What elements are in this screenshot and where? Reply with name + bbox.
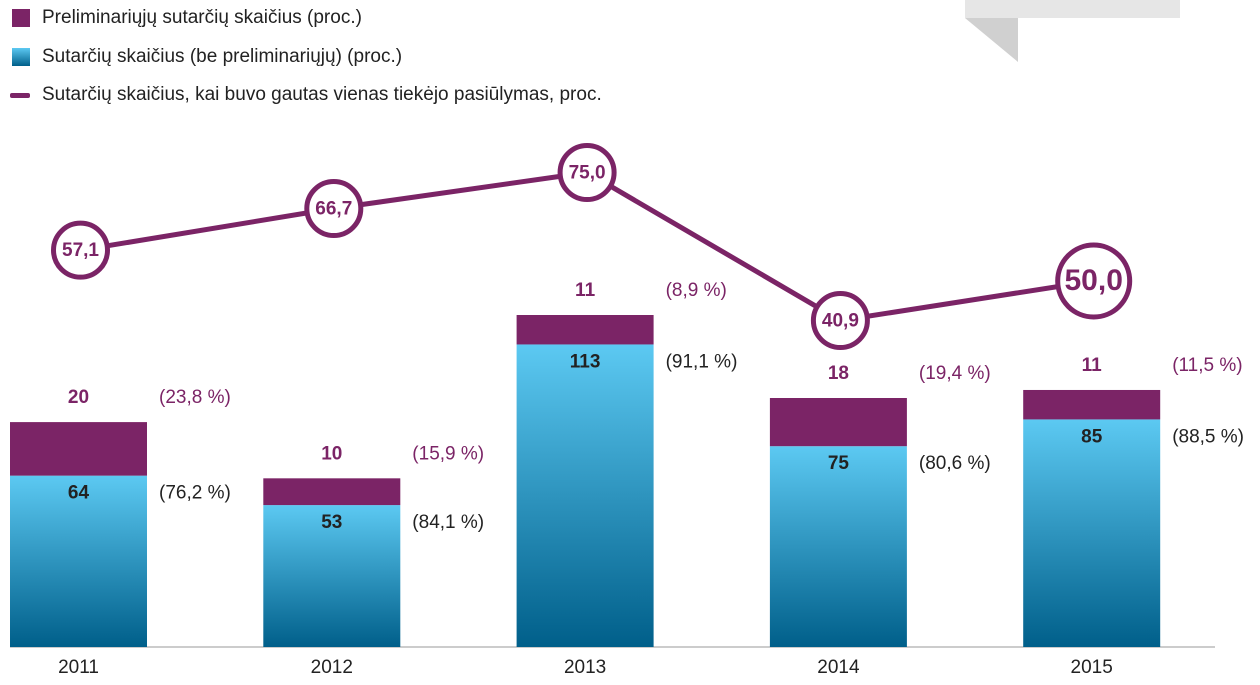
data-label: 18: [828, 363, 849, 384]
data-label: 11: [575, 280, 596, 301]
bar: [1023, 389, 1161, 420]
share-label: (84,1 %): [412, 512, 484, 533]
line-marker: [810, 290, 870, 350]
x-tick-label: 2011: [58, 657, 99, 678]
legend-swatch: [12, 48, 30, 66]
x-tick-label: 2014: [817, 657, 860, 678]
x-tick-label: 2015: [1071, 657, 1113, 678]
bar: [263, 505, 401, 647]
share-label: (8,9 %): [666, 280, 727, 301]
share-label: (76,2 %): [159, 483, 231, 504]
data-label: 10: [321, 443, 342, 464]
data-label: 75: [828, 453, 850, 474]
data-label: 113: [570, 351, 601, 372]
line-label: 40,9: [822, 311, 859, 332]
x-tick-label: 2012: [311, 657, 353, 678]
share-label: (19,4 %): [919, 363, 991, 384]
share-label: (91,1 %): [666, 351, 738, 372]
bar: [516, 344, 654, 647]
share-label: (80,6 %): [919, 453, 991, 474]
line-marker: [51, 220, 110, 280]
data-label: 53: [321, 512, 342, 533]
legend-label: Sutarčių skaičius, kai buvo gautas viena…: [42, 84, 602, 105]
line-label: 57,1: [62, 240, 99, 261]
line-label: 66,7: [315, 199, 352, 220]
data-label: 11: [1082, 355, 1103, 376]
share-label: (15,9 %): [412, 443, 484, 464]
line-marker: [304, 179, 364, 239]
legend-label: Sutarčių skaičius (be preliminariųjų) (p…: [42, 46, 402, 67]
x-tick-label: 2013: [564, 657, 606, 678]
line-label: 75,0: [569, 163, 606, 184]
decoration: [965, 18, 1018, 62]
data-label: 85: [1081, 426, 1103, 447]
legend-swatch: [12, 9, 30, 27]
bar: [10, 422, 147, 476]
line-label: 50,0: [1065, 264, 1123, 297]
share-label: (88,5 %): [1172, 426, 1244, 447]
line-marker: [1055, 242, 1133, 320]
share-label: (11,5 %): [1172, 355, 1242, 376]
bar: [769, 446, 907, 647]
bar: [1023, 419, 1161, 647]
line-marker: [557, 143, 617, 202]
bar: [263, 478, 401, 506]
legend-swatch: [10, 93, 30, 98]
bar: [10, 475, 147, 647]
data-label: 64: [68, 483, 90, 504]
legend-label: Preliminariųjų sutarčių skaičius (proc.): [42, 7, 362, 28]
share-label: (23,8 %): [159, 387, 231, 408]
bar: [769, 398, 907, 447]
decoration: [965, 0, 1180, 18]
data-label: 20: [68, 387, 89, 408]
bar: [516, 315, 654, 345]
